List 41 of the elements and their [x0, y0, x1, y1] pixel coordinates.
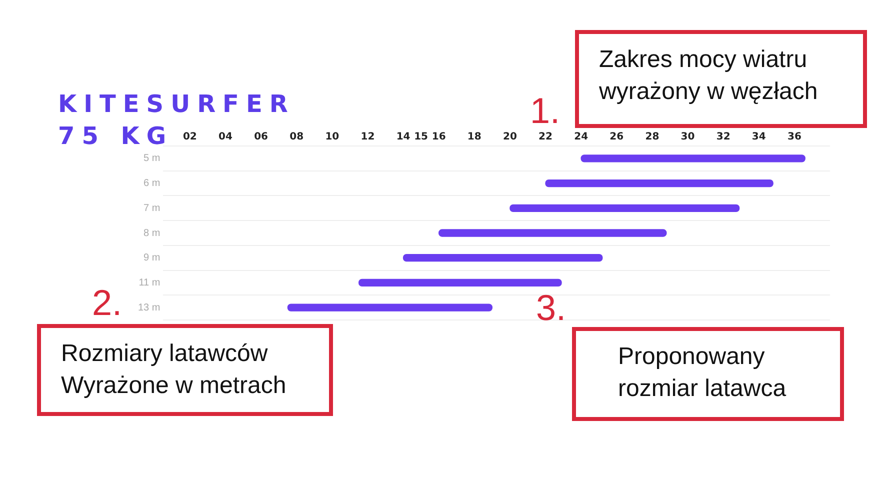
x-tick-label: 04: [218, 132, 232, 143]
x-tick-label: 28: [645, 132, 660, 143]
x-tick-label: 08: [290, 132, 304, 143]
x-tick-label: 15: [414, 132, 428, 143]
x-tick-label: 16: [432, 132, 446, 143]
y-tick-label: 9 m: [144, 252, 160, 264]
text: Zakres mocy wiatru wyrażony w węzłach: [575, 30, 867, 128]
annotation: 3.: [536, 287, 566, 328]
x-tick-label: 18: [467, 132, 482, 143]
y-tick-label: 11 m: [138, 277, 160, 288]
x-tick-label: 36: [787, 132, 802, 143]
bar: [510, 204, 740, 212]
y-tick-label: 6 m: [144, 178, 160, 190]
text: Rozmiary latawców Wyrażone w metrach: [37, 324, 333, 416]
x-tick-label: 14: [396, 132, 410, 143]
chart-subtitle: 75 KG: [58, 122, 174, 150]
x-tick-label: 06: [254, 132, 268, 143]
y-tick-label: 8 m: [144, 228, 160, 239]
bar: [287, 304, 492, 312]
x-tick-label: 10: [325, 132, 340, 143]
x-tick-label: 26: [610, 132, 624, 143]
bar: [438, 229, 667, 237]
y-tick-label: 5 m: [144, 153, 160, 164]
y-tick-label: 7 m: [144, 202, 160, 214]
x-tick-label: 12: [360, 132, 375, 143]
text: 1.: [530, 90, 560, 131]
text: Proponowany rozmiar latawca: [572, 327, 844, 421]
x-tick-label: 32: [716, 132, 730, 143]
x-tick-label: 20: [502, 132, 517, 143]
chart-title: KITESURFER: [58, 90, 295, 118]
bar: [402, 254, 603, 262]
x-tick-label: 34: [752, 132, 766, 143]
y-tick-label: 13 m: [138, 302, 160, 314]
x-tick-label: 30: [680, 132, 695, 143]
x-tick-label: 22: [538, 132, 553, 143]
bar: [358, 278, 562, 287]
x-tick-label: 24: [574, 132, 588, 143]
text: 2.: [92, 282, 122, 323]
bar: [545, 179, 774, 188]
bar: [580, 154, 806, 162]
x-tick-label: 02: [182, 132, 197, 143]
